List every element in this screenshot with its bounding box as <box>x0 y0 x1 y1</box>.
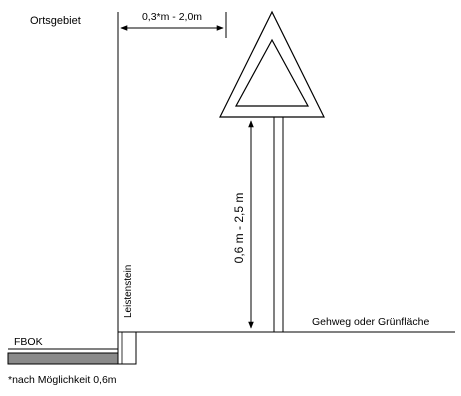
height-dimension: 0,6 m - 2,5 m <box>232 116 278 329</box>
footnote: *nach Möglichkeit 0,6m <box>8 374 117 386</box>
curb-stone: Leistenstein <box>117 265 137 365</box>
horizontal-distance-label: 0,3*m - 2,0m <box>142 11 202 23</box>
sidewalk-label: Gehweg oder Grünfläche <box>312 316 429 328</box>
area-label: Ortsgebiet <box>30 15 81 27</box>
road-surface: FBOK <box>7 336 119 365</box>
sign-post <box>273 117 284 332</box>
horizontal-distance-dimension: 0,3*m - 2,0m <box>117 11 227 38</box>
road-fill <box>7 352 119 365</box>
warning-triangle-sign-icon <box>219 10 325 118</box>
road-level-label: FBOK <box>14 336 43 348</box>
height-label: 0,6 m - 2,5 m <box>232 193 246 264</box>
curb-label: Leistenstein <box>123 265 134 318</box>
